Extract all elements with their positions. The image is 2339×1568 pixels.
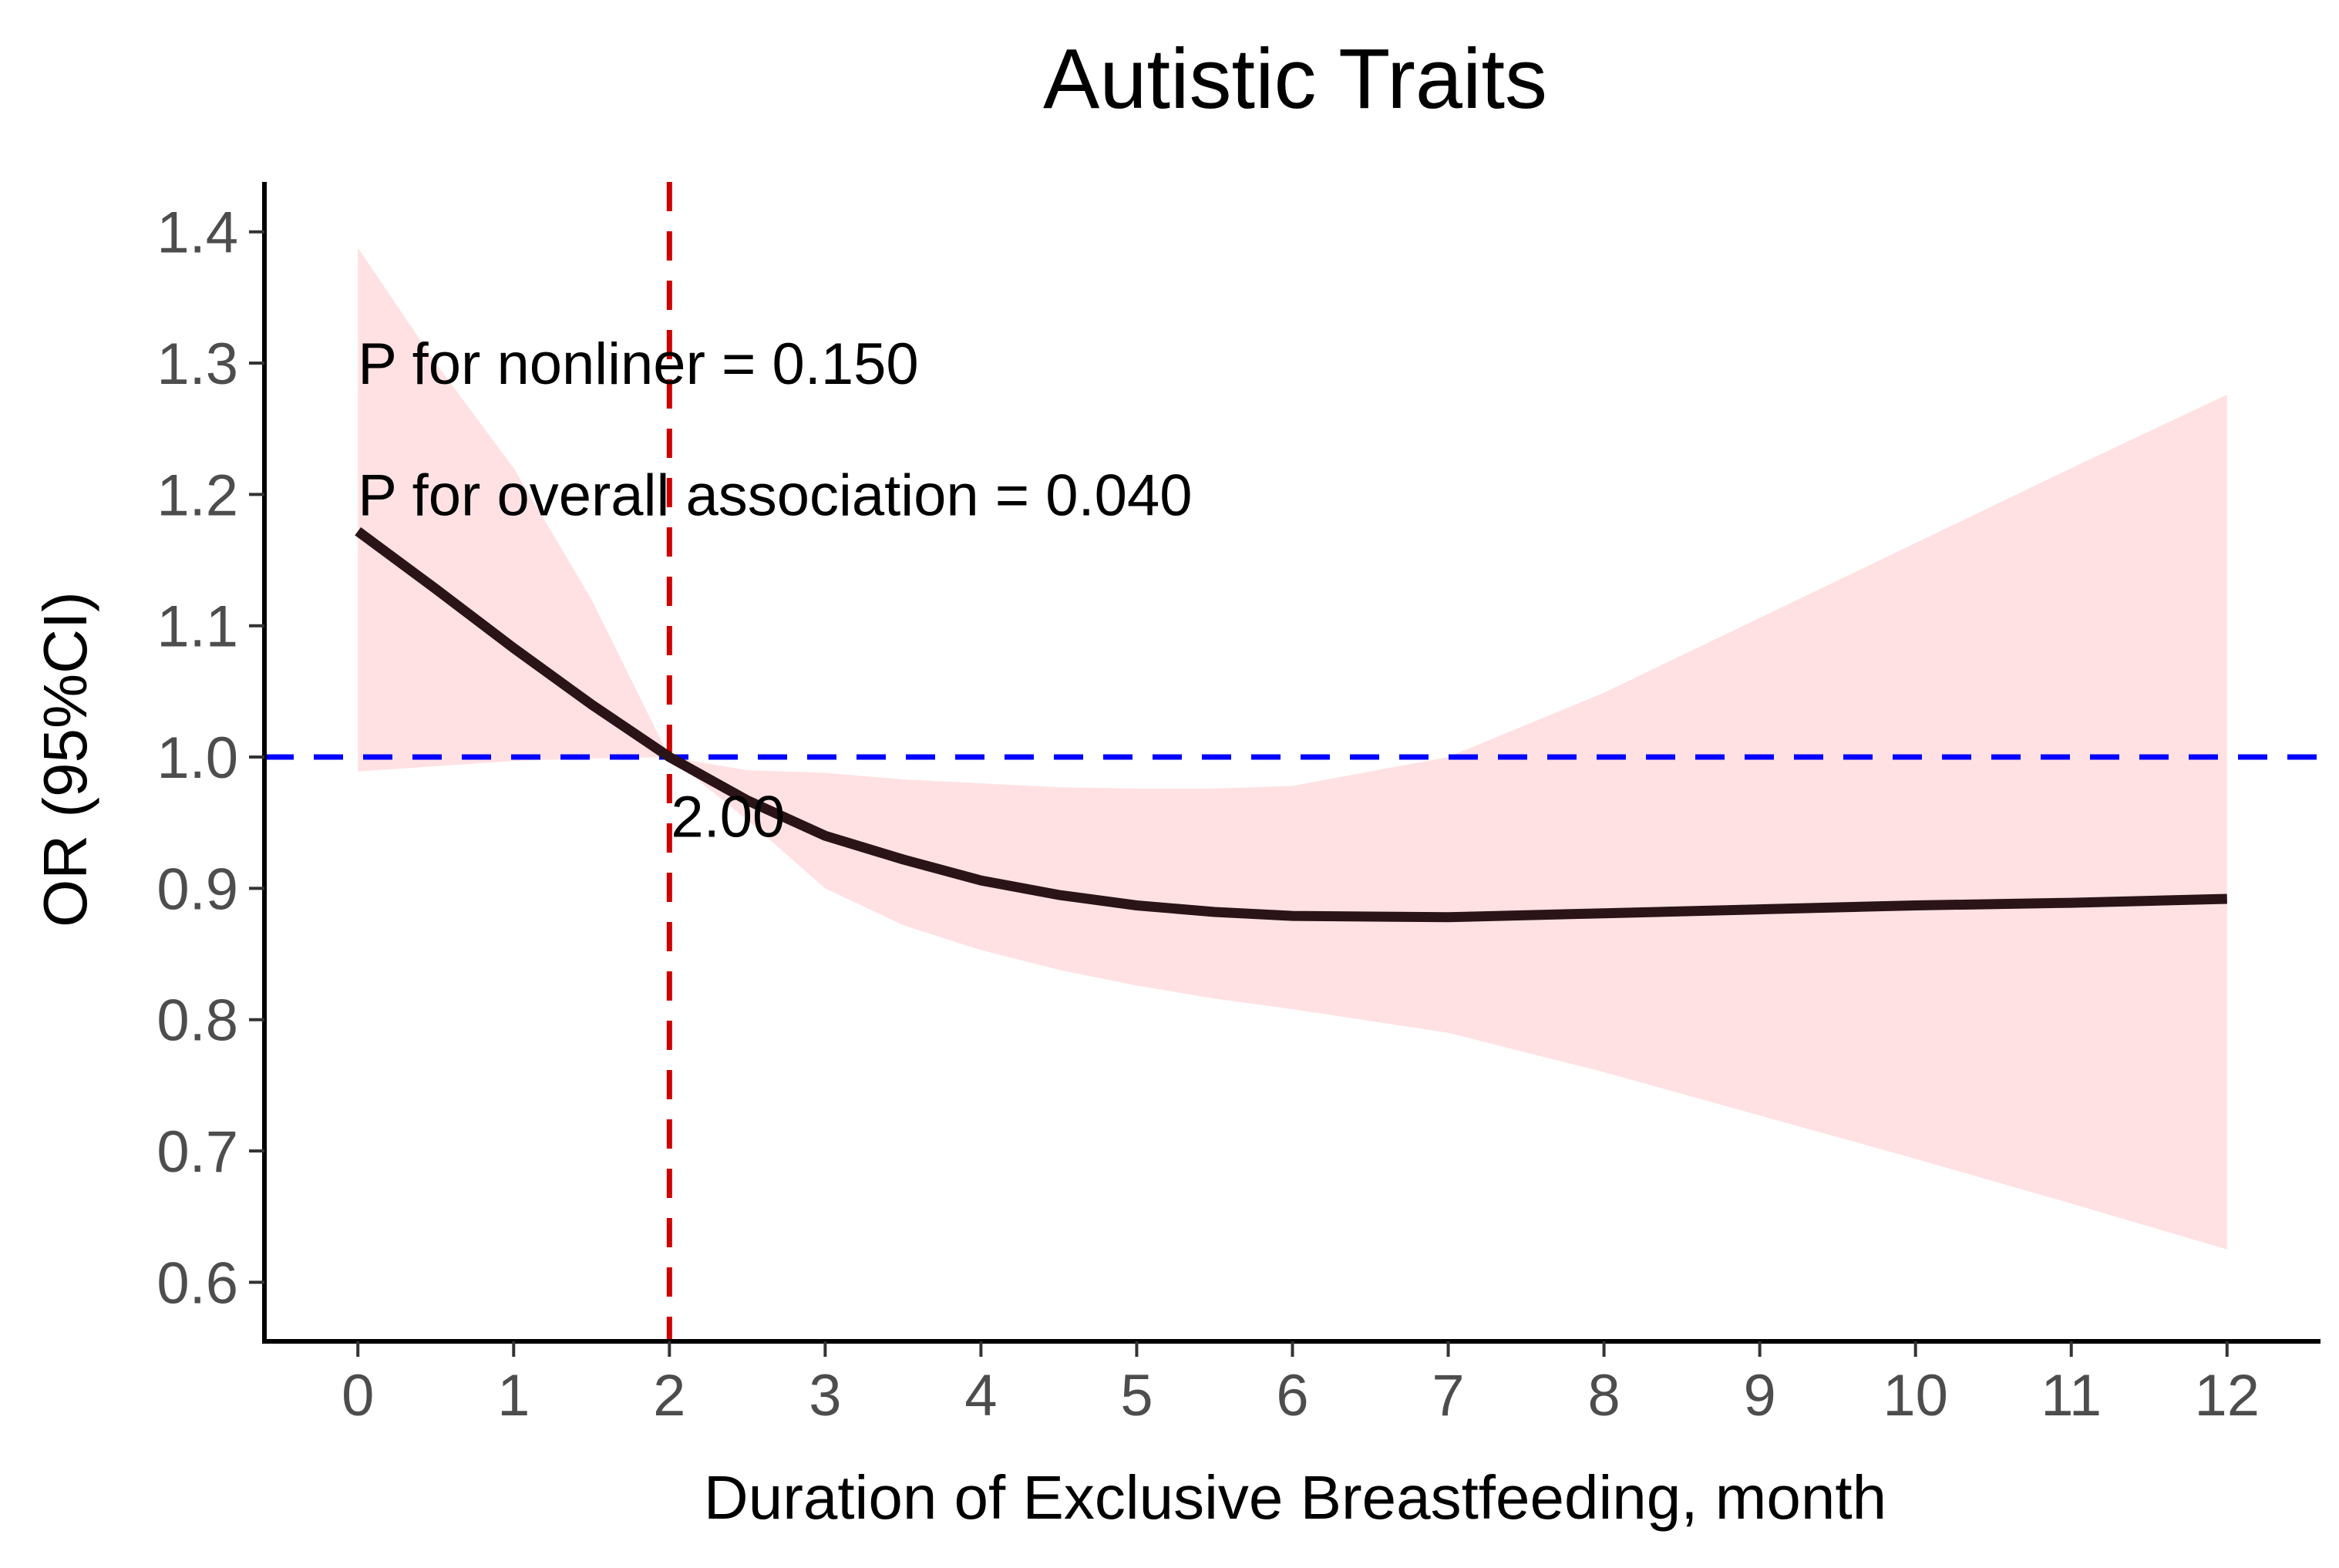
x-tick-label: 12 — [2194, 1363, 2260, 1428]
x-tick-label: 1 — [497, 1363, 530, 1428]
confidence-band — [358, 247, 2227, 1250]
y-tick-label: 0.9 — [156, 856, 238, 922]
y-tick-label: 1.4 — [156, 200, 238, 266]
chart-title: Autistic Traits — [1043, 32, 1547, 126]
p-value-annotation: P for nonliner = 0.150 — [358, 331, 918, 397]
x-tick-label: 4 — [964, 1363, 997, 1428]
y-axis-title: OR (95%CI) — [31, 591, 99, 927]
knot-label: 2.00 — [671, 785, 785, 850]
x-tick-label: 9 — [1743, 1363, 1775, 1428]
y-tick-label: 1.1 — [156, 594, 238, 660]
x-tick-label: 0 — [342, 1363, 374, 1428]
x-axis-title: Duration of Exclusive Breastfeeding, mon… — [704, 1463, 1886, 1532]
x-tick-label: 5 — [1120, 1363, 1153, 1428]
y-tick-label: 0.8 — [156, 988, 238, 1054]
x-tick-label: 8 — [1587, 1363, 1620, 1428]
x-tick-label: 3 — [809, 1363, 841, 1428]
y-tick-label: 1.3 — [156, 331, 238, 397]
x-tick-label: 2 — [653, 1363, 685, 1428]
y-tick-label: 0.7 — [156, 1119, 238, 1185]
x-tick-label: 11 — [2041, 1363, 2102, 1428]
x-tick-label: 6 — [1276, 1363, 1308, 1428]
y-tick-label: 1.2 — [156, 463, 238, 528]
y-tick-label: 1.0 — [156, 725, 238, 791]
y-tick-label: 0.6 — [156, 1250, 238, 1316]
series-line — [355, 527, 2227, 923]
x-tick-label: 10 — [1883, 1363, 1948, 1428]
p-value-annotation: P for overall association = 0.040 — [358, 463, 1192, 528]
x-tick-label: 7 — [1432, 1363, 1464, 1428]
